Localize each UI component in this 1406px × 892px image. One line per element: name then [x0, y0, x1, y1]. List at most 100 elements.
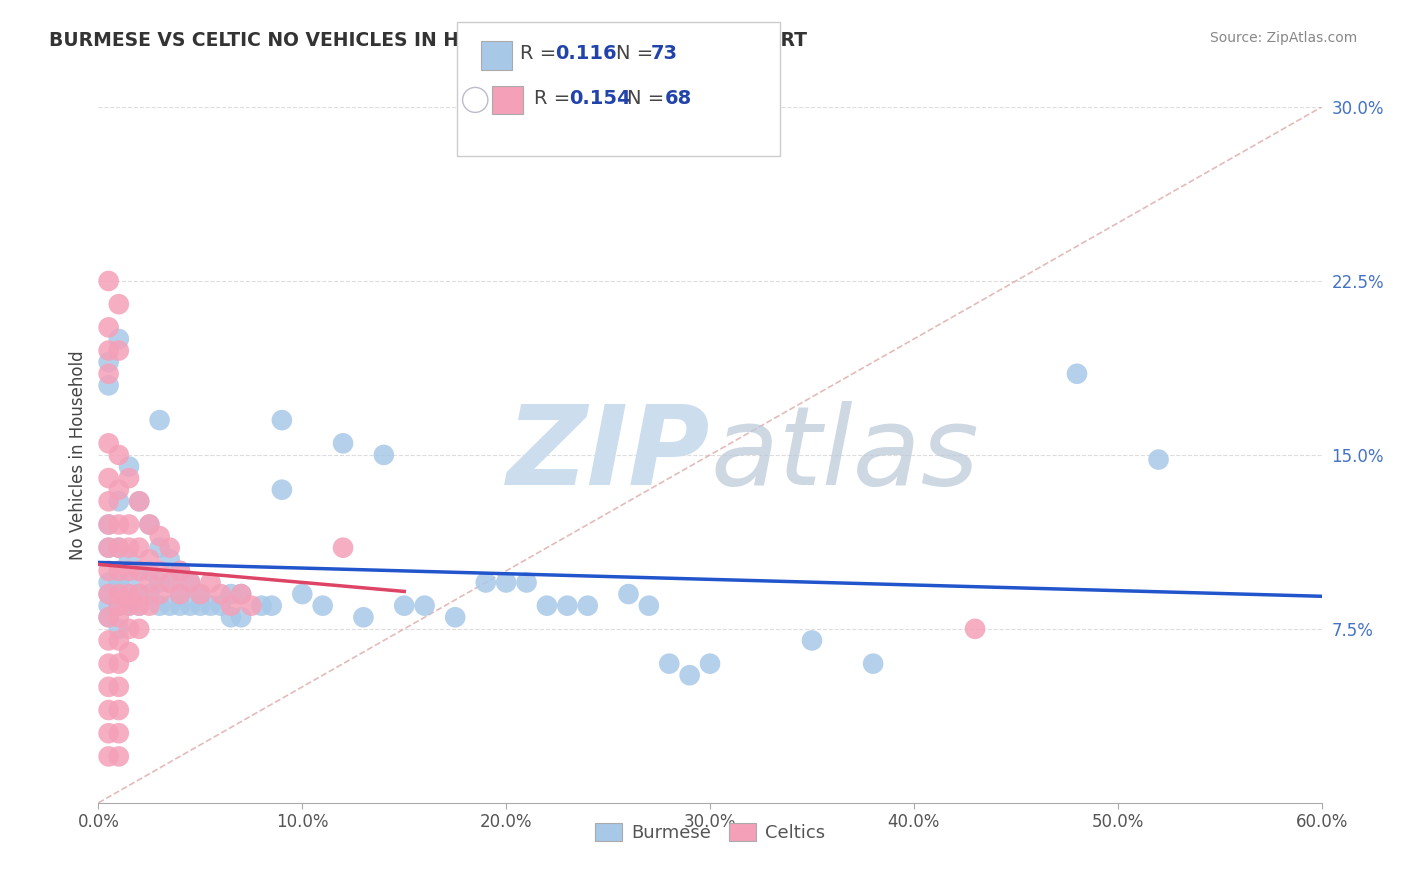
Legend: Burmese, Celtics: Burmese, Celtics: [588, 815, 832, 849]
Point: [97, 587, 120, 601]
Point: [159, 552, 181, 566]
Point: [108, 622, 131, 636]
Point: [138, 552, 160, 566]
Point: [159, 541, 181, 555]
Point: [108, 680, 131, 694]
Text: 68: 68: [665, 88, 692, 108]
Point: [97, 274, 120, 288]
Point: [149, 413, 172, 427]
Point: [97, 749, 120, 764]
Point: [270, 413, 294, 427]
Point: [555, 599, 579, 613]
Point: [118, 471, 141, 485]
Point: [536, 599, 558, 613]
Point: [108, 448, 131, 462]
Point: [97, 610, 120, 624]
Point: [128, 541, 150, 555]
Point: [118, 599, 141, 613]
Point: [118, 622, 141, 636]
Point: [118, 541, 141, 555]
Point: [373, 448, 395, 462]
Point: [169, 564, 191, 578]
Point: [108, 332, 131, 346]
Point: [97, 541, 120, 555]
Point: [169, 599, 191, 613]
Point: [118, 645, 141, 659]
Point: [108, 599, 131, 613]
Point: [149, 587, 172, 601]
Point: [97, 436, 120, 450]
Point: [97, 599, 120, 613]
Point: [209, 599, 232, 613]
Point: [1066, 367, 1088, 381]
Point: [159, 575, 181, 590]
Point: [108, 633, 131, 648]
Point: [108, 517, 131, 532]
Point: [169, 564, 191, 578]
Point: [128, 564, 150, 578]
Point: [128, 494, 150, 508]
Point: [149, 529, 172, 543]
Text: atlas: atlas: [710, 401, 979, 508]
Point: [97, 517, 120, 532]
Text: Source: ZipAtlas.com: Source: ZipAtlas.com: [1209, 31, 1357, 45]
Point: [108, 564, 131, 578]
Point: [240, 599, 263, 613]
Point: [219, 599, 242, 613]
Point: [179, 575, 201, 590]
Point: [1147, 452, 1170, 467]
Point: [159, 599, 181, 613]
Point: [138, 564, 160, 578]
Point: [312, 599, 335, 613]
Point: [108, 541, 131, 555]
Point: [149, 564, 172, 578]
Point: [179, 599, 201, 613]
Point: [118, 587, 141, 601]
Point: [149, 575, 172, 590]
Point: [965, 622, 987, 636]
Point: [108, 575, 131, 590]
Point: [169, 587, 191, 601]
Point: [128, 599, 150, 613]
Point: [188, 587, 212, 601]
Point: [97, 355, 120, 369]
Point: [474, 575, 498, 590]
Point: [291, 587, 314, 601]
Point: [108, 494, 131, 508]
Point: [679, 668, 702, 682]
Point: [138, 575, 160, 590]
Point: [270, 483, 294, 497]
Point: [118, 552, 141, 566]
Point: [352, 610, 374, 624]
Point: [108, 541, 131, 555]
Point: [250, 599, 273, 613]
Point: [118, 564, 141, 578]
Point: [108, 703, 131, 717]
Point: [413, 599, 436, 613]
Point: [97, 541, 120, 555]
Point: [108, 599, 131, 613]
Point: [801, 633, 824, 648]
Point: [97, 471, 120, 485]
Point: [637, 599, 661, 613]
Point: [219, 610, 242, 624]
Point: [444, 610, 467, 624]
Point: [209, 587, 232, 601]
Point: [108, 657, 131, 671]
Point: [97, 494, 120, 508]
Point: [97, 378, 120, 392]
Point: [169, 587, 191, 601]
Point: [392, 599, 416, 613]
Point: [658, 657, 681, 671]
Text: 73: 73: [651, 44, 678, 63]
Point: [108, 726, 131, 740]
Point: [332, 436, 354, 450]
Point: [699, 657, 721, 671]
Point: [188, 599, 212, 613]
Point: [97, 680, 120, 694]
Point: [231, 610, 253, 624]
Point: [138, 587, 160, 601]
Point: [97, 703, 120, 717]
Point: [149, 599, 172, 613]
Point: [179, 575, 201, 590]
